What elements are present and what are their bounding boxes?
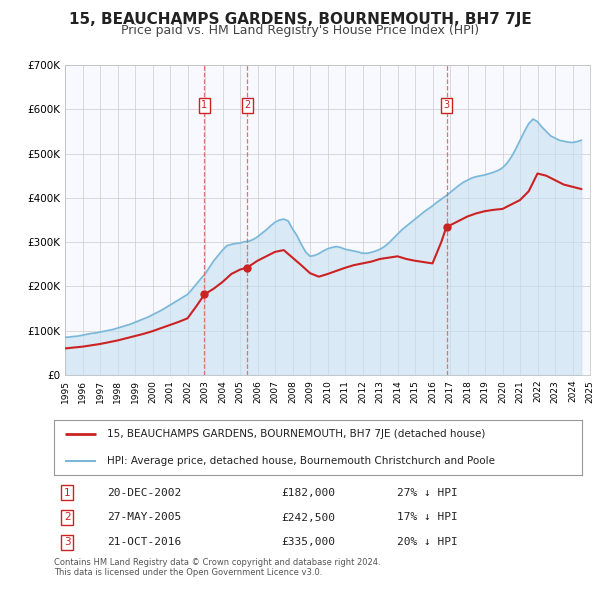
Text: Price paid vs. HM Land Registry's House Price Index (HPI): Price paid vs. HM Land Registry's House … xyxy=(121,24,479,37)
Text: 17% ↓ HPI: 17% ↓ HPI xyxy=(397,513,458,523)
Text: 27% ↓ HPI: 27% ↓ HPI xyxy=(397,488,458,498)
Text: 27-MAY-2005: 27-MAY-2005 xyxy=(107,513,181,523)
Text: 15, BEAUCHAMPS GARDENS, BOURNEMOUTH, BH7 7JE: 15, BEAUCHAMPS GARDENS, BOURNEMOUTH, BH7… xyxy=(68,12,532,27)
Text: 21-OCT-2016: 21-OCT-2016 xyxy=(107,537,181,548)
Text: 2: 2 xyxy=(244,100,250,110)
Text: 15, BEAUCHAMPS GARDENS, BOURNEMOUTH, BH7 7JE (detached house): 15, BEAUCHAMPS GARDENS, BOURNEMOUTH, BH7… xyxy=(107,429,485,439)
Text: 3: 3 xyxy=(443,100,449,110)
Text: 3: 3 xyxy=(64,537,71,548)
Text: £335,000: £335,000 xyxy=(281,537,335,548)
Text: 20-DEC-2002: 20-DEC-2002 xyxy=(107,488,181,498)
Text: £242,500: £242,500 xyxy=(281,513,335,523)
Text: 1: 1 xyxy=(64,488,71,498)
Text: 20% ↓ HPI: 20% ↓ HPI xyxy=(397,537,458,548)
Text: 2: 2 xyxy=(64,513,71,523)
Text: 1: 1 xyxy=(202,100,208,110)
Text: Contains HM Land Registry data © Crown copyright and database right 2024.
This d: Contains HM Land Registry data © Crown c… xyxy=(54,558,380,578)
Text: HPI: Average price, detached house, Bournemouth Christchurch and Poole: HPI: Average price, detached house, Bour… xyxy=(107,456,495,466)
Text: £182,000: £182,000 xyxy=(281,488,335,498)
